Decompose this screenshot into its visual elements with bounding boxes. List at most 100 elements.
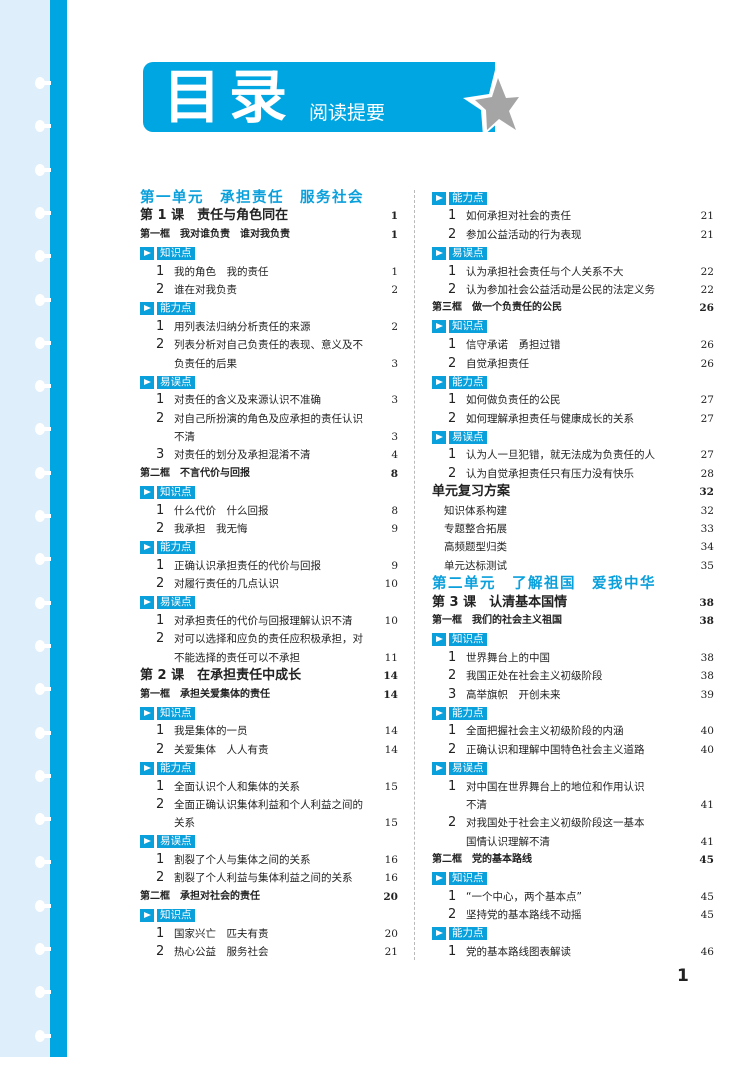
unit-title: 第二单元 了解祖国 爱我中华 [432,576,656,593]
toc-item[interactable]: 不清 41 [432,796,714,814]
page-ref: 27 [700,412,714,425]
toc-item[interactable]: 1 我是集体的一员 14 [140,722,398,740]
item-number: 1 [448,447,457,463]
toc-item[interactable]: 1 什么代价 什么回报 8 [140,502,398,520]
toc-sub[interactable]: 单元达标测试 35 [432,557,714,575]
toc-right-column: 能力点 1 如何承担对社会的责任 21 2 参加公益活动的行为表现 21 易误点 1 认为承担社会… [432,189,714,961]
toc-item[interactable]: 2 对可以选择和应负的责任应积极承担，对 [140,630,398,648]
toc-item[interactable]: 1 国家兴亡 匹夫有责 20 [140,925,398,943]
play-arrow-icon [140,541,154,555]
toc-item[interactable]: 1 正确认识承担责任的代价与回报 9 [140,557,398,575]
sub-title: 专题整合拓展 [444,523,507,536]
toc-item[interactable]: 1 全面把握社会主义初级阶段的内涵 40 [432,722,714,740]
item-number: 2 [448,281,457,297]
toc-frame[interactable]: 第三框 做一个负责任的公民 26 [432,299,714,317]
section-tag: 易误点 [140,833,398,851]
item-number: 1 [448,723,457,739]
item-text: 对承担责任的代价与回报理解认识不清 [174,614,353,627]
toc-item[interactable]: 3 高举旗帜 开创未来 39 [432,686,714,704]
toc-item[interactable]: 2 我国正处在社会主义初级阶段 38 [432,667,714,685]
toc-item[interactable]: 1 认为人一旦犯错，就无法成为负责任的人 27 [432,446,714,464]
toc-item[interactable]: 1 如何做负责任的公民 27 [432,391,714,409]
toc-item[interactable]: 1 割裂了个人与集体之间的关系 16 [140,851,398,869]
page-ref: 1 [390,210,398,223]
toc-review[interactable]: 单元复习方案 32 [432,483,714,501]
play-arrow-icon [140,596,154,610]
sub-title: 高频题型归类 [444,541,507,554]
item-text: 割裂了个人与集体之间的关系 [174,854,311,867]
toc-frame[interactable]: 第一框 我对谁负责 谁对我负责 1 [140,226,398,244]
toc-item[interactable]: 2 对我国处于社会主义初级阶段这一基本 [432,814,714,832]
item-text: 如何做负责任的公民 [466,394,561,407]
toc-item[interactable]: 不清 3 [140,428,398,446]
play-arrow-icon [432,246,446,260]
toc-sub[interactable]: 高频题型归类 34 [432,538,714,556]
toc-item[interactable]: 2 我承担 我无悔 9 [140,520,398,538]
toc-item[interactable]: 1 世界舞台上的中国 38 [432,649,714,667]
toc-sub[interactable]: 专题整合拓展 33 [432,520,714,538]
toc-lesson[interactable]: 第 1 课 责任与角色同在 1 [140,207,398,225]
toc-item[interactable]: 1 对承担责任的代价与回报理解认识不清 10 [140,612,398,630]
toc-item[interactable]: 2 全面正确认识集体利益和个人利益之间的 [140,796,398,814]
item-text: 认为人一旦犯错，就无法成为负责任的人 [466,449,655,462]
toc-item[interactable]: 2 坚持党的基本路线不动摇 45 [432,906,714,924]
toc-frame[interactable]: 第一框 我们的社会主义祖国 38 [432,612,714,630]
toc-item[interactable]: 2 热心公益 服务社会 21 [140,943,398,961]
toc-frame[interactable]: 第二框 党的基本路线 45 [432,851,714,869]
toc-sub[interactable]: 知识体系构建 32 [432,502,714,520]
toc-item[interactable]: 2 谁在对我负责 2 [140,281,398,299]
toc-frame[interactable]: 第二框 承担对社会的责任 20 [140,888,398,906]
toc-item[interactable]: 关系 15 [140,814,398,832]
binding-hole [35,1029,51,1042]
toc-item[interactable]: 2 认为参加社会公益活动是公民的法定义务 22 [432,281,714,299]
toc-item[interactable]: 3 对责任的划分及承担混淆不清 4 [140,446,398,464]
page-ref: 21 [700,228,714,241]
toc-item[interactable]: 国情认识理解不清 41 [432,833,714,851]
page-ref: 27 [700,449,714,462]
toc-item[interactable]: 负责任的后果 3 [140,355,398,373]
toc-item[interactable]: 2 认为自觉承担责任只有压力没有快乐 28 [432,465,714,483]
item-text: 列表分析对自己负责任的表现、意义及不 [174,339,363,352]
play-arrow-icon [140,375,154,389]
toc-item[interactable]: 1 用列表法归纳分析责任的来源 2 [140,318,398,336]
item-text: 我的角色 我的责任 [174,265,269,278]
toc-item[interactable]: 1 党的基本路线图表解读 46 [432,943,714,961]
page-ref: 2 [391,320,398,333]
item-text: 对我国处于社会主义初级阶段这一基本 [466,817,645,830]
toc-item[interactable]: 2 如何理解承担责任与健康成长的关系 27 [432,410,714,428]
toc-frame[interactable]: 第二框 不言代价与回报 8 [140,465,398,483]
section-tag-label: 知识点 [157,908,195,922]
section-tag-label: 知识点 [449,320,487,334]
toc-item[interactable]: 1 如何承担对社会的责任 21 [432,207,714,225]
toc-item[interactable]: 不能选择的责任可以不承担 11 [140,649,398,667]
toc-frame[interactable]: 第一框 承担关爱集体的责任 14 [140,686,398,704]
toc-unit[interactable]: 第一单元 承担责任 服务社会 [140,189,398,207]
toc-lesson[interactable]: 第 3 课 认清基本国情 38 [432,594,714,612]
section-tag-label: 知识点 [157,485,195,499]
page-ref: 27 [700,394,714,407]
toc-item[interactable]: 2 对履行责任的几点认识 10 [140,575,398,593]
toc-item[interactable]: 1 对责任的含义及来源认识不准确 3 [140,391,398,409]
item-number: 2 [156,410,165,426]
toc-item[interactable]: 1 对中国在世界舞台上的地位和作用认识 [432,778,714,796]
toc-item[interactable]: 2 正确认识和理解中国特色社会主义道路 40 [432,741,714,759]
play-arrow-icon [432,430,446,444]
toc-item[interactable]: 2 自觉承担责任 26 [432,355,714,373]
toc-unit[interactable]: 第二单元 了解祖国 爱我中华 [432,575,714,593]
toc-item[interactable]: 1 “一个中心，两个基本点” 45 [432,888,714,906]
toc-item[interactable]: 2 参加公益活动的行为表现 21 [432,226,714,244]
toc-item[interactable]: 1 信守承诺 勇担过错 26 [432,336,714,354]
section-tag: 能力点 [140,759,398,777]
page-ref: 33 [700,523,714,536]
page-ref: 28 [700,467,714,480]
page-ref: 45 [700,909,714,922]
toc-item[interactable]: 2 割裂了个人利益与集体利益之间的关系 16 [140,869,398,887]
toc-item[interactable]: 2 关爱集体 人人有责 14 [140,741,398,759]
toc-item[interactable]: 1 认为承担社会责任与个人关系不大 22 [432,263,714,281]
toc-item[interactable]: 2 对自己所扮演的角色及应承担的责任认识 [140,410,398,428]
toc-lesson[interactable]: 第 2 课 在承担责任中成长 14 [140,667,398,685]
toc-item[interactable]: 1 我的角色 我的责任 1 [140,263,398,281]
toc-item[interactable]: 1 全面认识个人和集体的关系 15 [140,778,398,796]
item-text: 我承担 我无悔 [174,523,248,536]
toc-item[interactable]: 2 列表分析对自己负责任的表现、意义及不 [140,336,398,354]
